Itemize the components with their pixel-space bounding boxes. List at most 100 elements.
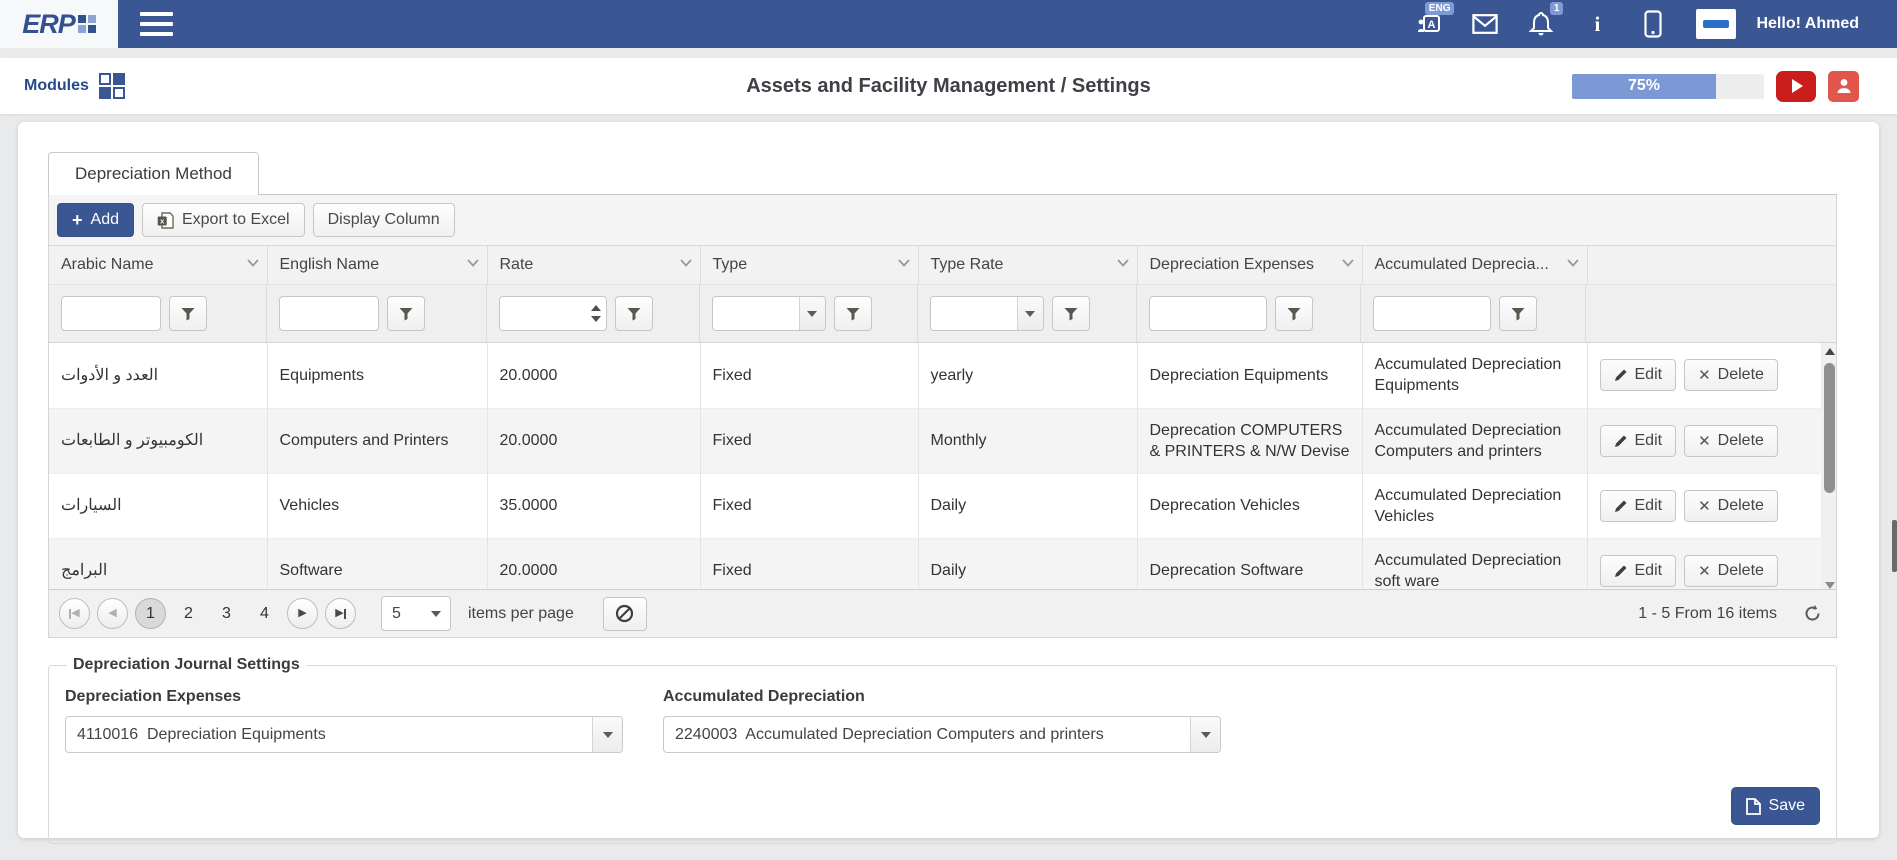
filter-button-rate[interactable] xyxy=(615,296,654,331)
dropdown-button[interactable] xyxy=(1190,717,1220,752)
filter-input-type[interactable] xyxy=(712,297,799,330)
clear-filter-button[interactable] xyxy=(602,596,647,631)
edit-button[interactable]: Edit xyxy=(1599,424,1677,457)
notification-count-badge: 1 xyxy=(1549,2,1564,15)
refresh-button[interactable] xyxy=(1803,604,1822,623)
save-button[interactable]: Save xyxy=(1730,787,1820,825)
column-header-rate[interactable]: Rate xyxy=(486,246,700,284)
table-row[interactable]: الكومبيوتر و الطابعات Computers and Prin… xyxy=(49,408,1821,473)
scroll-up-button[interactable] xyxy=(1821,343,1836,360)
notifications-icon[interactable]: 1 xyxy=(1528,2,1564,37)
filter-button-arabic-name[interactable] xyxy=(169,296,207,331)
export-excel-button[interactable]: x Export to Excel xyxy=(141,203,305,237)
chevron-down-icon[interactable] xyxy=(1341,259,1354,267)
scrollbar-track[interactable] xyxy=(1821,360,1836,572)
mobile-icon[interactable] xyxy=(1640,10,1666,38)
page-button-3[interactable]: 3 xyxy=(222,604,231,622)
cell-depreciation-expenses: Deprecation Vehicles xyxy=(1136,473,1362,538)
window-scrollbar-thumb[interactable] xyxy=(1892,520,1897,572)
cell-arabic-name: السيارات xyxy=(61,497,122,514)
chevron-down-icon[interactable] xyxy=(1566,259,1579,267)
page-button-1[interactable]: 1 xyxy=(135,598,166,629)
avatar-logo xyxy=(1703,20,1730,28)
grid-vertical-scrollbar[interactable] xyxy=(1821,343,1836,589)
edit-button[interactable]: Edit xyxy=(1599,359,1677,392)
svg-text:x: x xyxy=(160,216,165,225)
caret-down-icon xyxy=(602,731,613,738)
table-row[interactable]: البرامج Software 20.0000 Fixed Daily Dep… xyxy=(49,538,1821,589)
filter-button-depreciation-expenses[interactable] xyxy=(1274,296,1313,331)
spin-up-icon[interactable] xyxy=(591,305,602,311)
column-header-accumulated-depreciation[interactable]: Accumulated Deprecia... xyxy=(1361,246,1587,284)
hamburger-menu-button[interactable] xyxy=(140,12,173,36)
chevron-down-icon[interactable] xyxy=(679,259,692,267)
erp-logo[interactable]: ERP xyxy=(0,0,118,48)
info-icon[interactable]: i xyxy=(1594,11,1601,36)
delete-button[interactable]: ✕ Delete xyxy=(1684,359,1778,392)
filter-button-accumulated-depreciation[interactable] xyxy=(1499,296,1538,331)
column-header-arabic-name[interactable]: Arabic Name xyxy=(49,246,267,284)
next-page-button[interactable]: ▶ xyxy=(287,598,318,629)
filter-button-type-rate[interactable] xyxy=(1051,296,1090,331)
filter-input-depreciation-expenses[interactable] xyxy=(1148,296,1267,331)
youtube-button[interactable] xyxy=(1776,70,1816,102)
chevron-down-icon[interactable] xyxy=(246,259,259,267)
column-header-actions xyxy=(1586,246,1821,284)
spin-down-icon[interactable] xyxy=(591,316,602,322)
table-row[interactable]: السيارات Vehicles 35.0000 Fixed Daily De… xyxy=(49,473,1821,538)
column-header-english-name[interactable]: English Name xyxy=(266,246,487,284)
add-button[interactable]: + Add xyxy=(57,203,134,237)
accumulated-depreciation-label: Accumulated Depreciation xyxy=(663,688,865,705)
page-size-select[interactable]: 5 xyxy=(381,596,451,631)
type-rate-dropdown-button[interactable] xyxy=(1016,297,1043,330)
tab-depreciation-method[interactable]: Depreciation Method xyxy=(48,152,259,195)
delete-button[interactable]: ✕ Delete xyxy=(1684,554,1778,587)
modules-link[interactable]: Modules xyxy=(24,73,125,99)
depreciation-expenses-select[interactable]: 4110016 Depreciation Equipments xyxy=(65,716,623,753)
cell-accumulated-depreciation: Accumulated Depreciation soft ware xyxy=(1361,538,1587,589)
dropdown-button[interactable] xyxy=(592,717,622,752)
cell-arabic-name: البرامج xyxy=(61,562,108,579)
last-page-button[interactable]: ▶ xyxy=(325,598,356,629)
chevron-down-icon[interactable] xyxy=(897,259,910,267)
page-button-2[interactable]: 2 xyxy=(184,604,193,622)
grid-toolbar: + Add x Export to Excel Display Column xyxy=(49,195,1836,246)
top-navbar: ERP A ENG 1 i xyxy=(0,0,1897,48)
scrollbar-thumb[interactable] xyxy=(1824,363,1835,493)
previous-page-button[interactable]: ◀ xyxy=(97,598,128,629)
first-page-button[interactable]: ◀ xyxy=(59,598,90,629)
filter-button-english-name[interactable] xyxy=(387,296,426,331)
edit-button[interactable]: Edit xyxy=(1599,554,1677,587)
delete-button[interactable]: ✕ Delete xyxy=(1684,489,1778,522)
filter-input-accumulated-depreciation[interactable] xyxy=(1373,296,1492,331)
chevron-down-icon[interactable] xyxy=(466,259,479,267)
chevron-down-icon[interactable] xyxy=(1116,259,1129,267)
column-header-type-rate[interactable]: Type Rate xyxy=(917,246,1137,284)
filter-input-rate[interactable] xyxy=(500,297,587,330)
display-column-button[interactable]: Display Column xyxy=(312,203,455,237)
column-header-depreciation-expenses[interactable]: Depreciation Expenses xyxy=(1136,246,1362,284)
cell-rate: 20.0000 xyxy=(486,343,700,408)
erp-logo-text: ERP xyxy=(22,8,76,39)
last-page-icon: ▶ xyxy=(335,607,344,619)
tabstrip: Depreciation Method xyxy=(48,152,1837,195)
accumulated-depreciation-select[interactable]: 2240003 Accumulated Depreciation Compute… xyxy=(663,716,1221,753)
rate-spinner[interactable] xyxy=(586,297,606,330)
type-dropdown-button[interactable] xyxy=(798,297,825,330)
cell-depreciation-expenses: Depreciation Equipments xyxy=(1136,343,1362,408)
filter-button-type[interactable] xyxy=(833,296,872,331)
x-icon: ✕ xyxy=(1698,497,1711,515)
scroll-down-button[interactable] xyxy=(1821,572,1836,589)
mail-icon[interactable] xyxy=(1472,11,1499,37)
delete-button[interactable]: ✕ Delete xyxy=(1684,424,1778,457)
contact-button[interactable] xyxy=(1828,70,1859,102)
page-button-4[interactable]: 4 xyxy=(260,604,269,622)
filter-input-arabic-name[interactable] xyxy=(61,296,161,331)
filter-input-type-rate[interactable] xyxy=(930,297,1017,330)
filter-input-english-name[interactable] xyxy=(279,296,380,331)
language-icon[interactable]: A ENG xyxy=(1416,2,1455,37)
table-row[interactable]: العدد و الأدوات Equipments 20.0000 Fixed… xyxy=(49,343,1821,408)
avatar[interactable] xyxy=(1696,9,1737,39)
edit-button[interactable]: Edit xyxy=(1599,489,1677,522)
column-header-type[interactable]: Type xyxy=(699,246,918,284)
